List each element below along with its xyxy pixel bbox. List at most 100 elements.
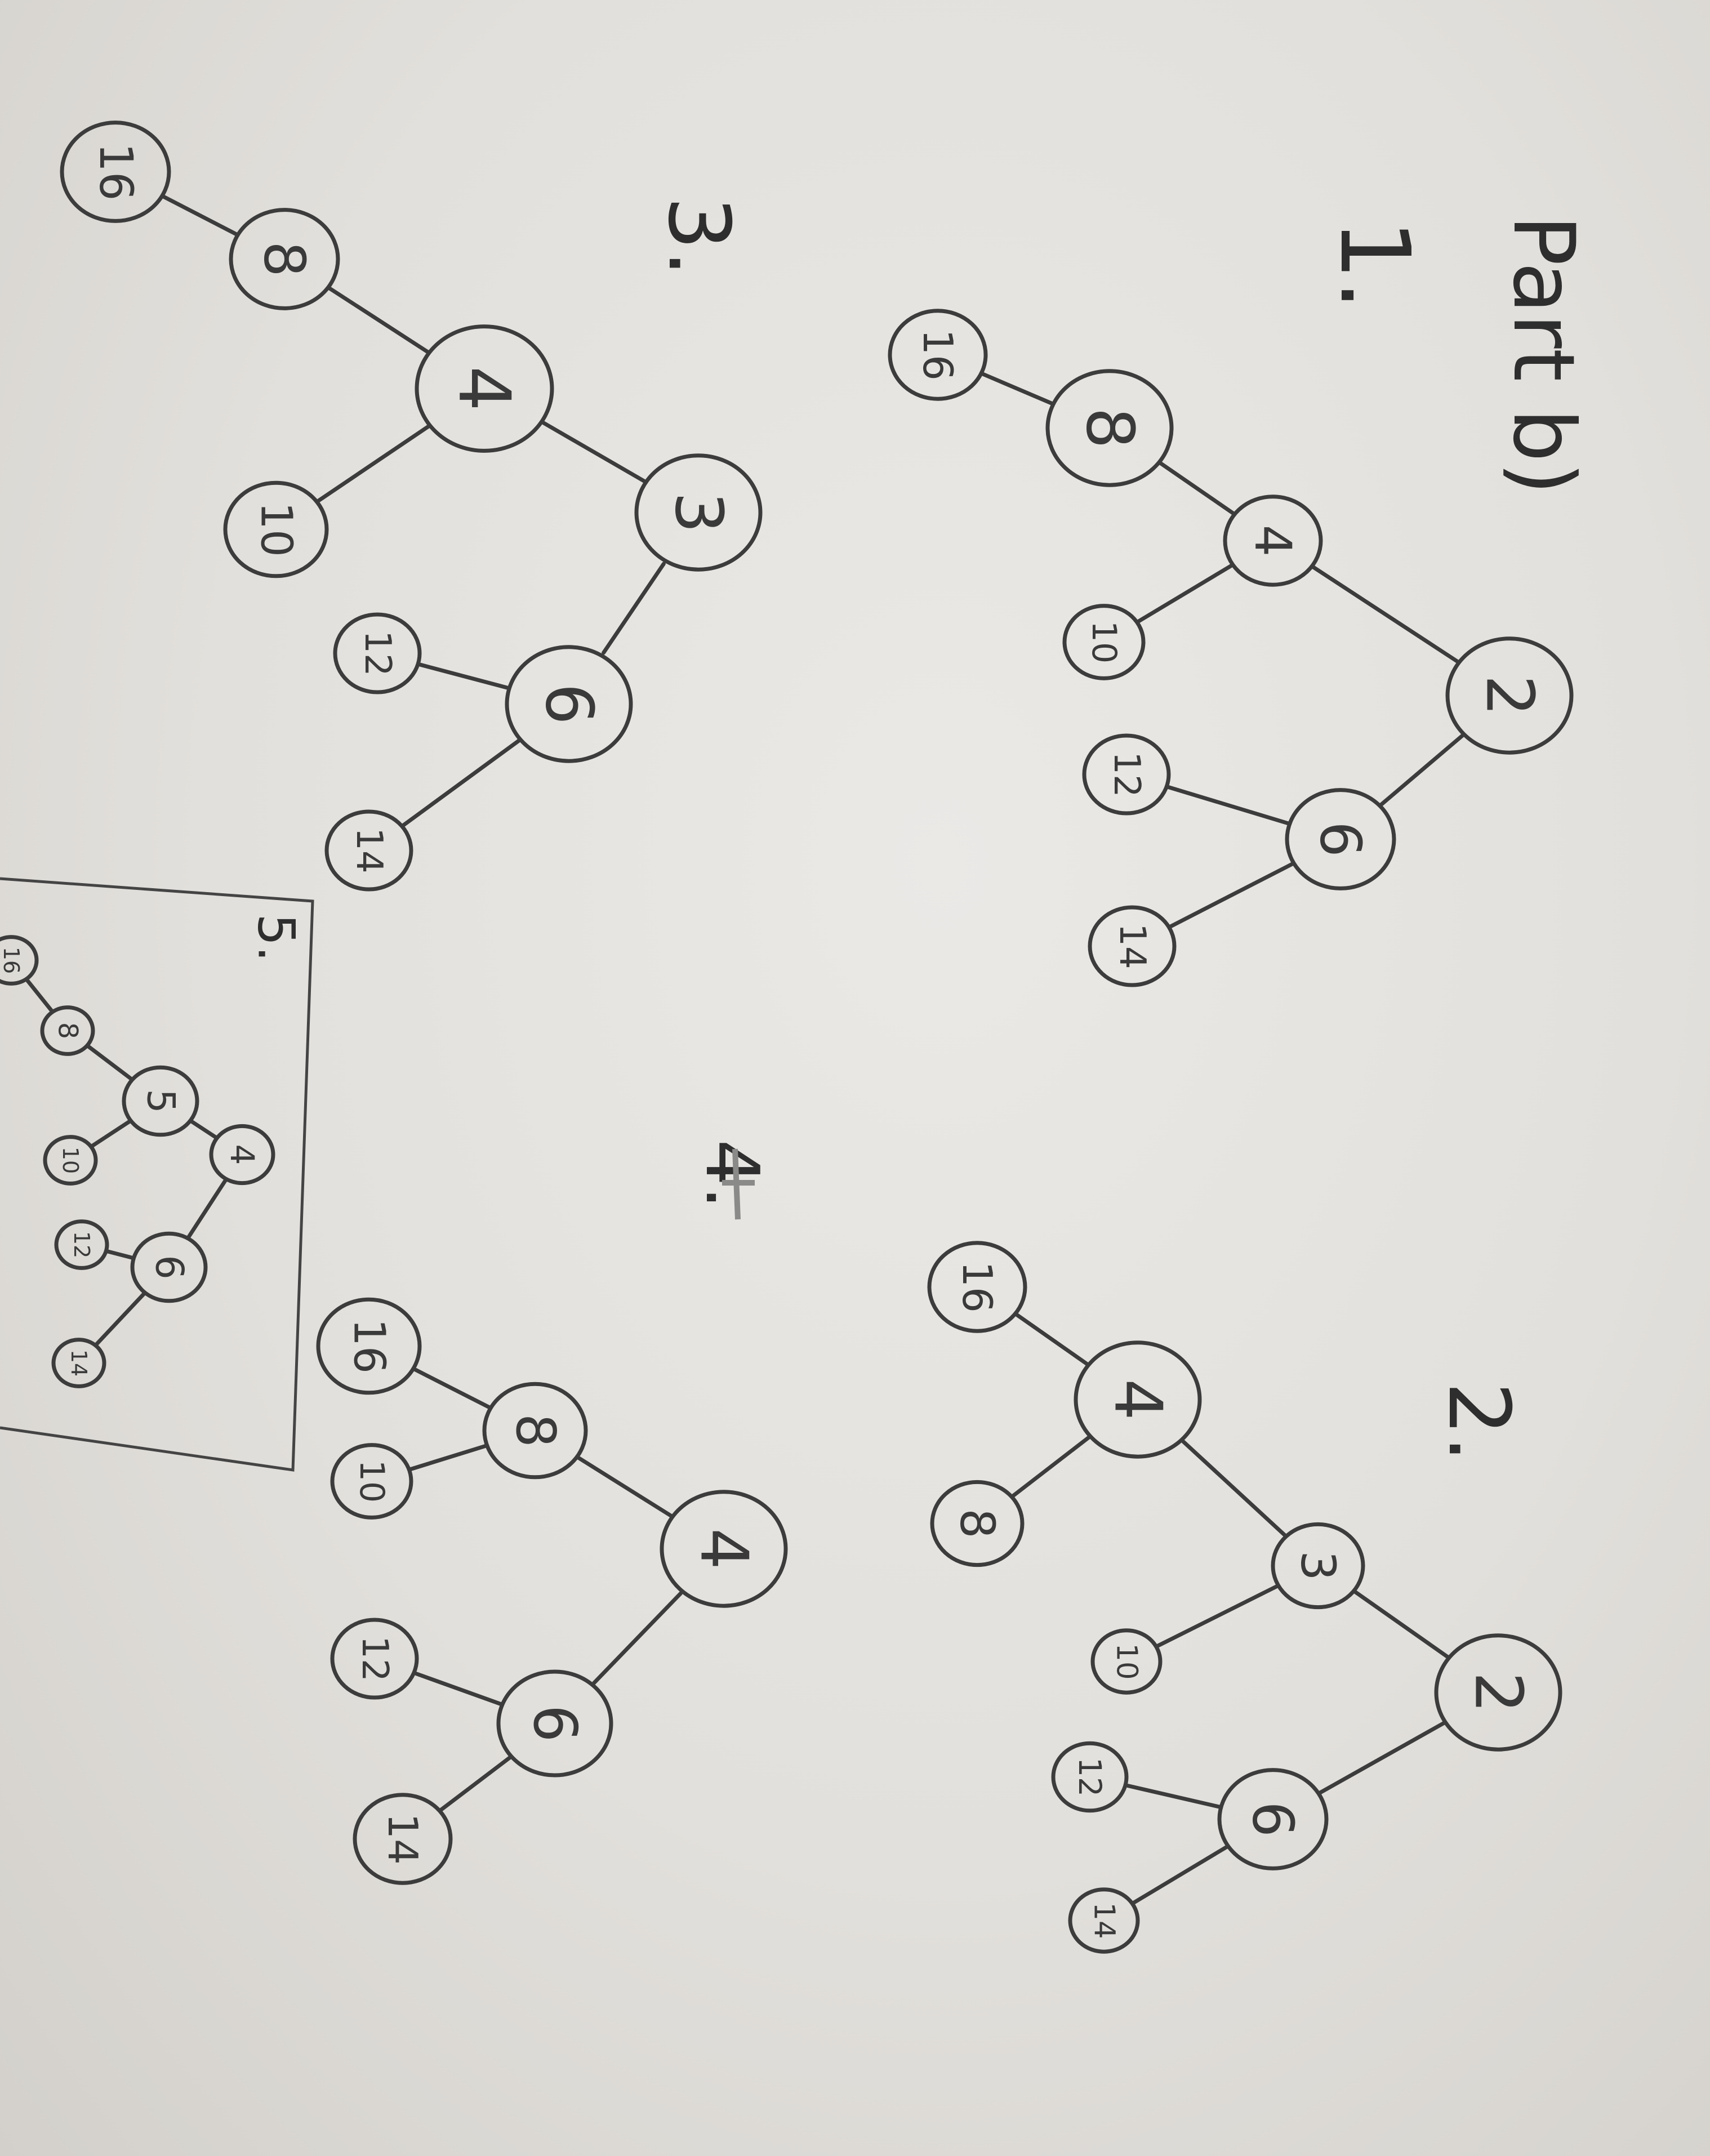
node-circle [51,1338,106,1388]
tree-edge [1155,1584,1280,1649]
node-label: 14 [1088,1903,1121,1939]
node-label: 10 [251,502,301,557]
tree-edge [439,1755,512,1812]
tree-node: 2 [1434,1633,1562,1752]
tree-edge [576,1455,674,1518]
node-label: 4 [1244,525,1302,557]
tree-edge [25,978,54,1013]
node-circle [1074,1340,1202,1459]
node-label: 8 [1072,407,1148,449]
node-circle [130,1231,208,1303]
node-circle [333,612,422,694]
tree-edge [1130,1845,1230,1905]
tree-node: 6 [1217,1768,1329,1870]
tree-node: 4 [209,1124,275,1186]
node-circle [1285,788,1396,890]
tree-node: 10 [330,1443,413,1520]
diagram-3-number: 3. [649,196,747,277]
node-label: 12 [1106,751,1147,797]
tree-node: 14 [1068,1887,1140,1954]
node-circle [122,1065,199,1137]
tree-node: 6 [1285,788,1396,890]
node-label: 6 [1308,821,1374,857]
tree-edge [602,562,666,655]
tree-diagram-5: 4 5 6 8 10 12 14 16 [0,935,275,1388]
node-label: 10 [1110,1643,1143,1680]
node-label: 6 [1240,1801,1306,1837]
node-label: 3 [661,492,737,533]
node-label: 4 [686,1528,762,1570]
node-label: 10 [1084,621,1124,663]
node-circle [43,1135,98,1186]
tree-edge [189,1119,219,1140]
node-label: 5 [139,1089,183,1113]
tree-node: 8 [40,1005,95,1056]
tree-node: 4 [1074,1340,1202,1459]
node-circle [1082,733,1171,816]
node-circle [1062,604,1146,680]
tree-node: 14 [1088,905,1177,987]
node-label: 8 [504,1414,566,1447]
tree-node: 6 [505,645,633,763]
diagram-4-number: 4. [689,1139,775,1209]
node-label: 14 [379,1813,426,1865]
node-circle [496,1669,613,1778]
node-label: 4 [443,366,526,411]
tree-edge [1181,1440,1287,1538]
pencil-mark [722,1148,755,1220]
node-circle [330,1618,419,1700]
tree-node: 4 [660,1490,788,1608]
tree-node: 4 [415,324,554,453]
node-label: 10 [352,1460,391,1503]
tree-edge [327,286,430,354]
node-circle [60,121,171,223]
tree-edge [1135,563,1234,624]
node-circle [1217,1768,1329,1870]
tree-node: 8 [930,1480,1025,1567]
tree-edge [412,1367,492,1410]
node-label: 16 [954,1261,1001,1313]
diagram-5-number: 5. [247,914,306,962]
node-circle [324,809,413,892]
tree-node: 4 [1223,495,1323,587]
tree-edge [1159,461,1236,516]
node-circle [316,1297,422,1395]
tree-edge [592,1591,683,1685]
diagram-1-number: 1. [1319,219,1430,310]
node-label: 3 [1290,1551,1346,1580]
tree-node: 16 [0,935,39,986]
tree-node: 10 [43,1135,98,1186]
node-circle [0,935,39,986]
node-circle [1445,636,1574,755]
tree-edge [86,1044,133,1081]
tree-edge [90,1119,132,1148]
tree-node: 8 [482,1382,588,1480]
diagram-2-number: 2. [1430,1382,1528,1462]
node-label: 6 [147,1255,192,1279]
tree-node: 3 [1271,1522,1365,1610]
tree-edge [1352,1589,1450,1659]
tree-node: 16 [60,121,171,223]
tree-edge [412,1671,504,1707]
tree-node: 14 [51,1338,106,1388]
node-circle [888,309,988,401]
node-circle [482,1382,588,1480]
tree-edge [979,371,1055,406]
tree-node: 12 [54,1219,109,1270]
tree-edge [401,738,521,828]
node-label: 16 [89,142,142,201]
node-circle [415,324,554,453]
tree-node: 16 [316,1297,422,1395]
node-circle [1090,1628,1163,1695]
tree-node: 10 [1062,604,1146,680]
tree-edge [1123,1783,1223,1810]
node-label: 2 [1472,675,1548,716]
tree-node: 10 [1090,1628,1163,1695]
node-circle [930,1480,1025,1567]
tree-node: 16 [927,1241,1027,1333]
tree-edge [161,194,239,237]
node-circle [40,1005,95,1056]
tree-node: 3 [634,453,763,572]
node-circle [223,480,329,578]
